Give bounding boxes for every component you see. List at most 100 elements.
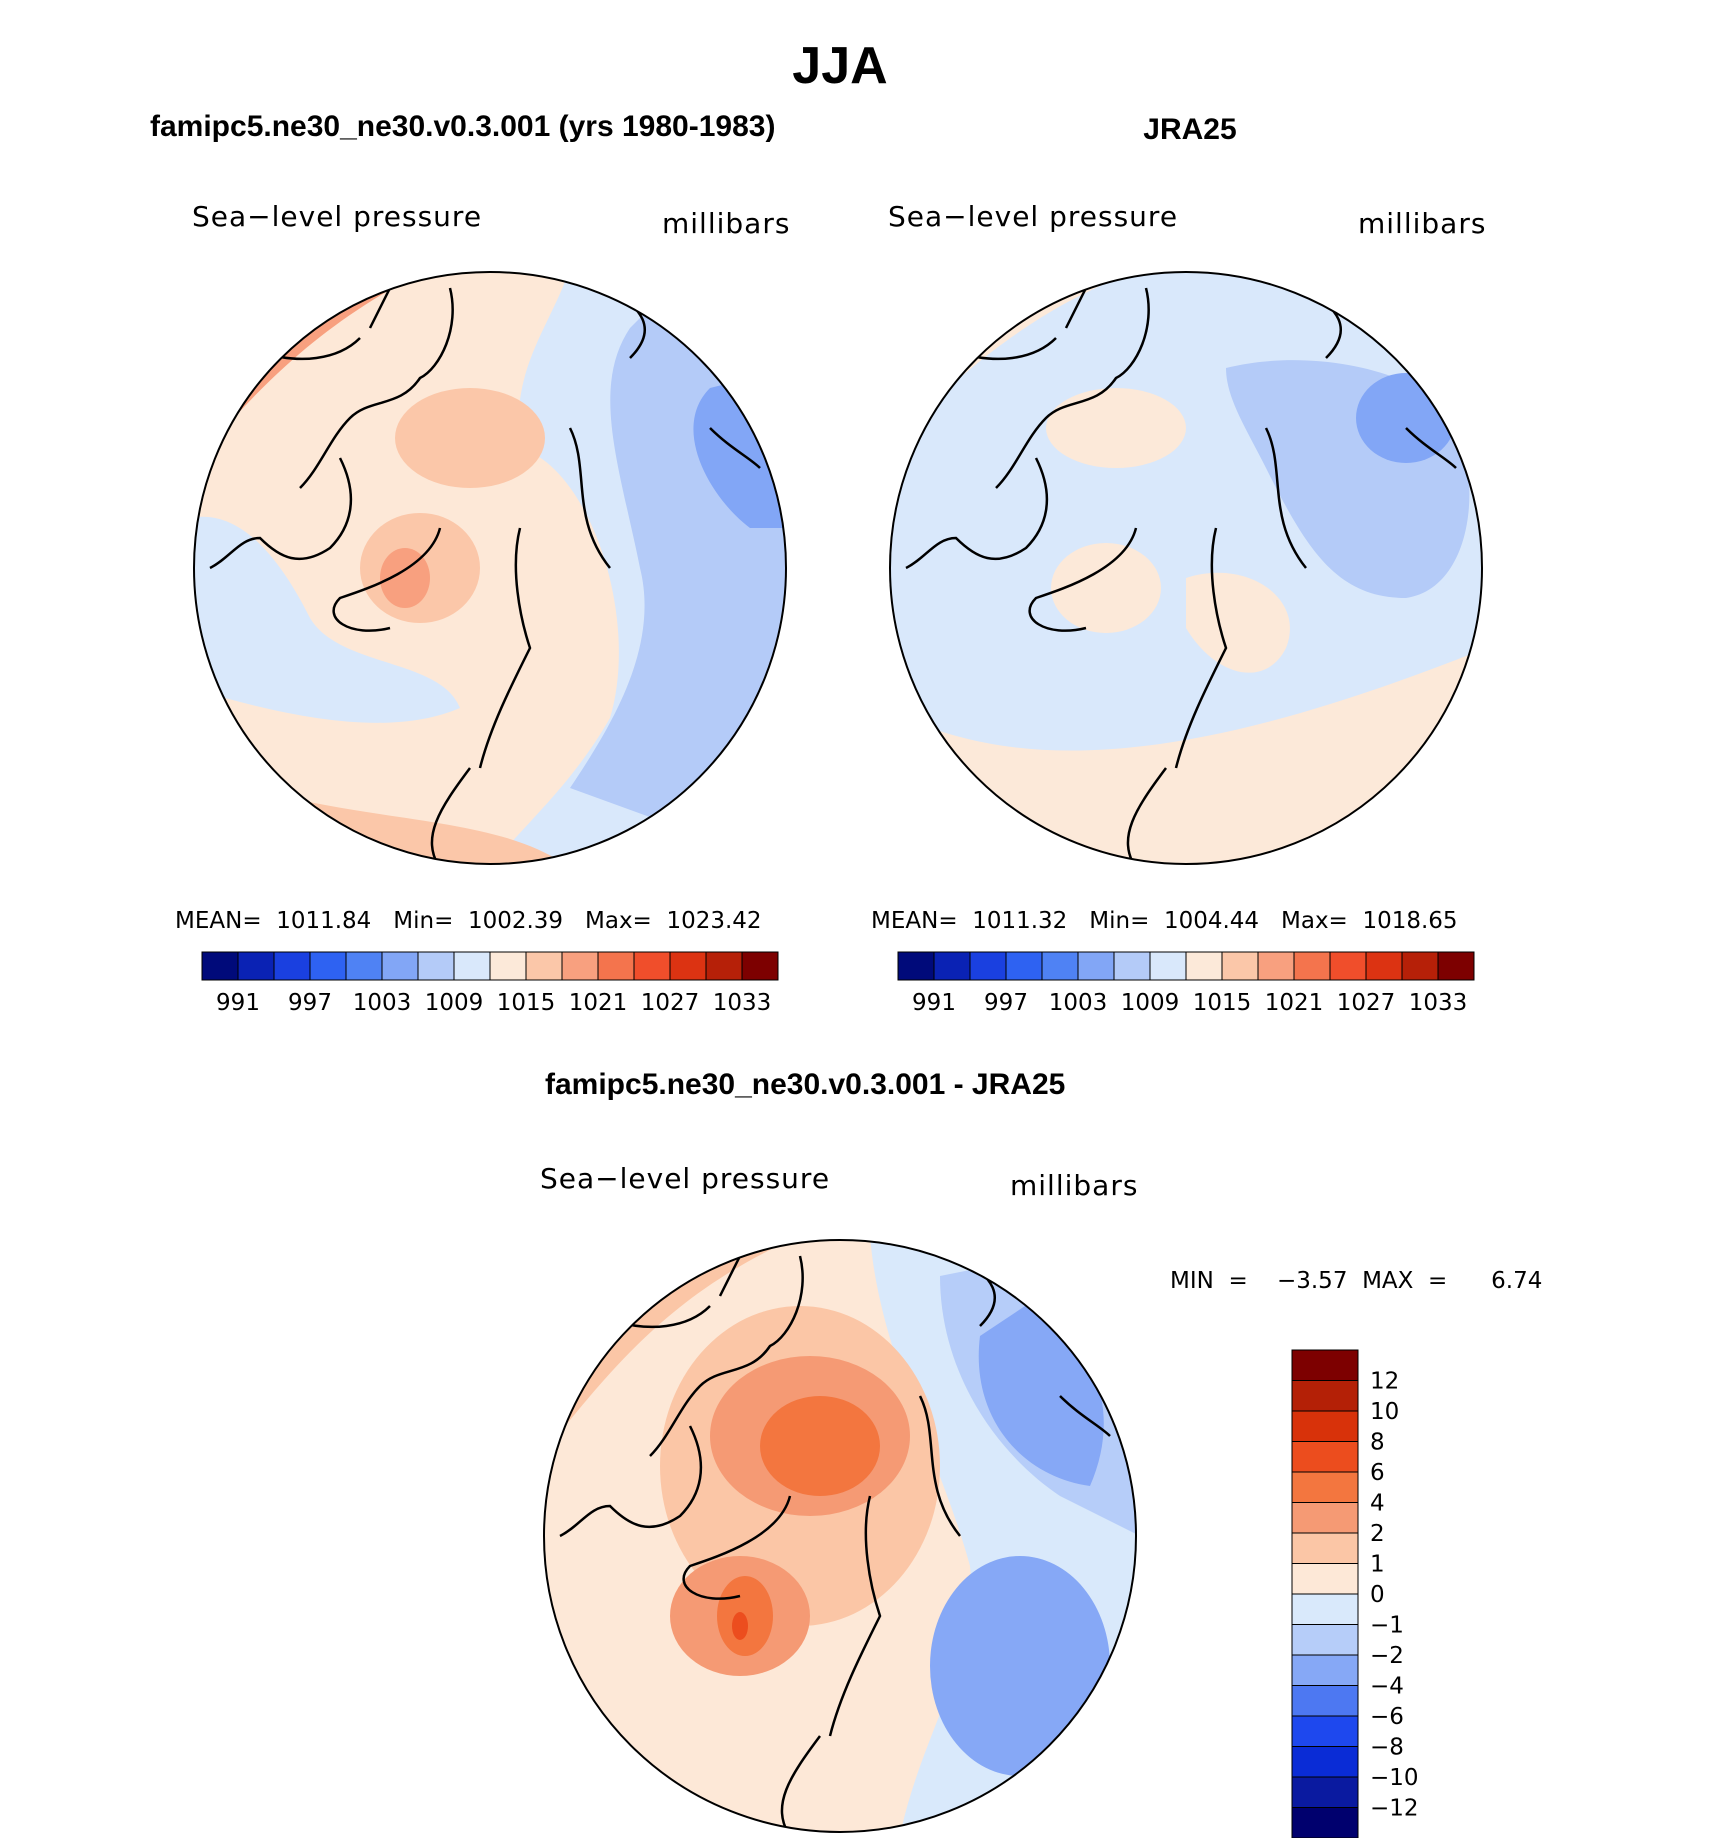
right-polar-map — [889, 271, 1483, 865]
diff-colorbar-tick-label: 1 — [1370, 1552, 1385, 1578]
left-colorbar-cell — [237, 951, 275, 981]
diff-colorbar-tick-label: −10 — [1370, 1765, 1419, 1791]
left-colorbar-tick-label: 1033 — [713, 990, 772, 1016]
right-greenland-high — [1051, 543, 1161, 633]
diff-panel-title: famipc5.ne30_ne30.v0.3.001 - JRA25 — [545, 1068, 1066, 1101]
diff-colorbar-cell — [1291, 1532, 1359, 1564]
right-arctic-high — [1046, 388, 1186, 468]
right-colorbar-tick-label: 1033 — [1409, 990, 1468, 1016]
left-polar-map — [193, 271, 787, 865]
left-colorbar-cell — [561, 951, 599, 981]
right-colorbar-cell — [1041, 951, 1079, 981]
diff-colorbar-cell — [1291, 1593, 1359, 1625]
diff-greenland-peak — [732, 1612, 748, 1640]
left-colorbar-cell — [345, 951, 383, 981]
left-colorbar-cell — [453, 951, 491, 981]
right-colorbar-cell — [1293, 951, 1331, 981]
diff-polar-map — [543, 1239, 1137, 1833]
right-map-border — [889, 271, 1483, 865]
diff-colorbar-tick-label: 10 — [1370, 1399, 1399, 1425]
diff-colorbar-tick-label: −2 — [1370, 1643, 1404, 1669]
right-colorbar-cell — [969, 951, 1007, 981]
left-colorbar-cell — [309, 951, 347, 981]
diff-coastlines — [559, 1254, 1111, 1832]
right-colorbar-cell — [1329, 951, 1367, 981]
diff-map-border — [543, 1239, 1137, 1833]
diff-colorbar-tick-label: 6 — [1370, 1460, 1385, 1486]
right-colorbar-cell — [1005, 951, 1043, 981]
diff-minmax: MIN = −3.57 MAX = 6.74 — [1170, 1268, 1543, 1294]
right-atlantic-band — [1186, 572, 1290, 673]
left-colorbar-cell — [669, 951, 707, 981]
diff-colorbar-tick-label: −4 — [1370, 1674, 1404, 1700]
diff-colorbar-cell — [1291, 1624, 1359, 1656]
left-colorbar-cell — [201, 951, 239, 981]
right-colorbar-cell — [1257, 951, 1295, 981]
figure-title: JJA — [792, 37, 888, 95]
left-colorbar-tick-label: 997 — [288, 990, 332, 1016]
left-colorbar-cell — [525, 951, 563, 981]
right-stats: MEAN= 1011.32 Min= 1004.44 Max= 1018.65 — [871, 908, 1458, 934]
diff-colorbar-tick-label: 12 — [1370, 1369, 1399, 1395]
diff-colorbar-cell — [1291, 1776, 1359, 1808]
left-colorbar-cell — [741, 951, 779, 981]
left-units-label: millibars — [662, 207, 791, 240]
right-colorbar-cell — [897, 951, 935, 981]
left-colorbar-tick-label: 1015 — [497, 990, 556, 1016]
left-variable-label: Sea−level pressure — [192, 200, 483, 233]
right-colorbar-tick-label: 991 — [912, 990, 956, 1016]
right-colorbar-tick-label: 1003 — [1049, 990, 1108, 1016]
diff-colorbar-cell — [1291, 1471, 1359, 1503]
right-colorbar: 991 997 1003 1009 1015 1021 1027 1033 — [897, 951, 1475, 1016]
left-colorbar-tick-label: 1021 — [569, 990, 628, 1016]
right-colorbar-tick-label: 997 — [984, 990, 1028, 1016]
left-panel-title: famipc5.ne30_ne30.v0.3.001 (yrs 1980-198… — [150, 110, 776, 143]
diff-colorbar-cell — [1291, 1654, 1359, 1686]
diff-colorbar-tick-label: −8 — [1370, 1735, 1404, 1761]
diff-units-label: millibars — [1010, 1169, 1139, 1202]
right-colorbar-cell — [933, 951, 971, 981]
diff-colorbar-cell — [1291, 1807, 1359, 1838]
diff-colorbar-tick-label: 2 — [1370, 1521, 1385, 1547]
left-greenland-core — [380, 548, 430, 608]
left-colorbar-tick-label: 1009 — [425, 990, 484, 1016]
diff-variable-label: Sea−level pressure — [540, 1162, 831, 1195]
left-coastlines — [209, 286, 761, 864]
diff-colorbar-cell — [1291, 1685, 1359, 1717]
diff-arctic-core — [760, 1396, 880, 1496]
diff-colorbar-tick-label: 8 — [1370, 1430, 1385, 1456]
right-bottom-band — [890, 648, 1482, 864]
diff-atlantic-low — [930, 1556, 1110, 1776]
left-arctic-high — [395, 388, 545, 488]
left-colorbar-cell — [381, 951, 419, 981]
diff-colorbar-cell — [1291, 1715, 1359, 1747]
diff-colorbar-tick-label: −1 — [1370, 1613, 1404, 1639]
left-colorbar-tick-label: 1027 — [641, 990, 700, 1016]
left-colorbar-cell — [417, 951, 455, 981]
left-colorbar-cell — [633, 951, 671, 981]
left-colorbar-cell — [597, 951, 635, 981]
left-colorbar-tick-label: 1003 — [353, 990, 412, 1016]
right-colorbar-cell — [1401, 951, 1439, 981]
left-colorbar-cell — [273, 951, 311, 981]
right-colorbar-tick-label: 1021 — [1265, 990, 1324, 1016]
left-low-arc — [194, 516, 460, 723]
right-units-label: millibars — [1358, 207, 1487, 240]
left-stats: MEAN= 1011.84 Min= 1002.39 Max= 1023.42 — [175, 908, 762, 934]
left-colorbar-cell — [705, 951, 743, 981]
right-colorbar-cell — [1437, 951, 1475, 981]
diff-colorbar-cell — [1291, 1410, 1359, 1442]
diff-colorbar-cell — [1291, 1349, 1359, 1381]
left-map-border — [193, 271, 787, 865]
left-colorbar-tick-label: 991 — [216, 990, 260, 1016]
diff-colorbar-tick-label: 4 — [1370, 1491, 1385, 1517]
left-colorbar-cell — [489, 951, 527, 981]
left-colorbar: 991 997 1003 1009 1015 1021 1027 1033 — [201, 951, 779, 1016]
right-colorbar-cell — [1221, 951, 1259, 981]
diff-colorbar-cell — [1291, 1563, 1359, 1595]
diff-colorbar-cell — [1291, 1380, 1359, 1412]
diff-colorbar-cell — [1291, 1441, 1359, 1473]
right-colorbar-cell — [1113, 951, 1151, 981]
diff-colorbar-tick-label: 0 — [1370, 1582, 1385, 1608]
